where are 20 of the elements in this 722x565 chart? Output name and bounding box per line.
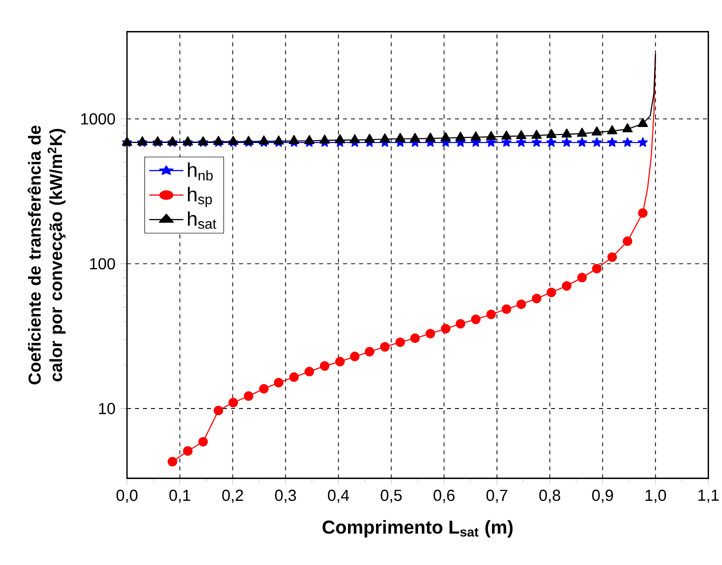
legend-label: h$_{sat}$ [188, 211, 216, 229]
x-tick-label: 0,6 [434, 490, 455, 503]
x-axis-title: Comprimento L$_{sat}$ (m) [322, 520, 513, 538]
x-tick-label: 0,1 [169, 490, 190, 503]
legend-label: h$_{nb}$ [188, 162, 213, 180]
y-axis-title: Coeficiente de transferência de calor por convecção (kW/m$^{2}$K) [28, 126, 66, 384]
x-tick-label: 0,5 [380, 490, 402, 503]
legend-label: h$_{sp}$ [188, 186, 212, 208]
x-tick-label: 0,0 [116, 490, 138, 503]
y-tick-label: 100 [90, 258, 115, 270]
x-tick-label: 0,3 [275, 490, 296, 503]
x-tick-label: 1,0 [646, 490, 666, 503]
x-tick-label: 0,8 [539, 490, 560, 503]
y-tick-label: 1000 [81, 113, 115, 125]
y-tick-label: 10 [99, 402, 116, 414]
x-tick-label: 0,2 [222, 490, 244, 503]
x-tick-label: 0,7 [486, 490, 508, 503]
x-tick-label: 0,9 [592, 490, 613, 503]
x-tick-label: 0,4 [328, 490, 350, 503]
x-tick-label: 1,1 [698, 490, 719, 503]
